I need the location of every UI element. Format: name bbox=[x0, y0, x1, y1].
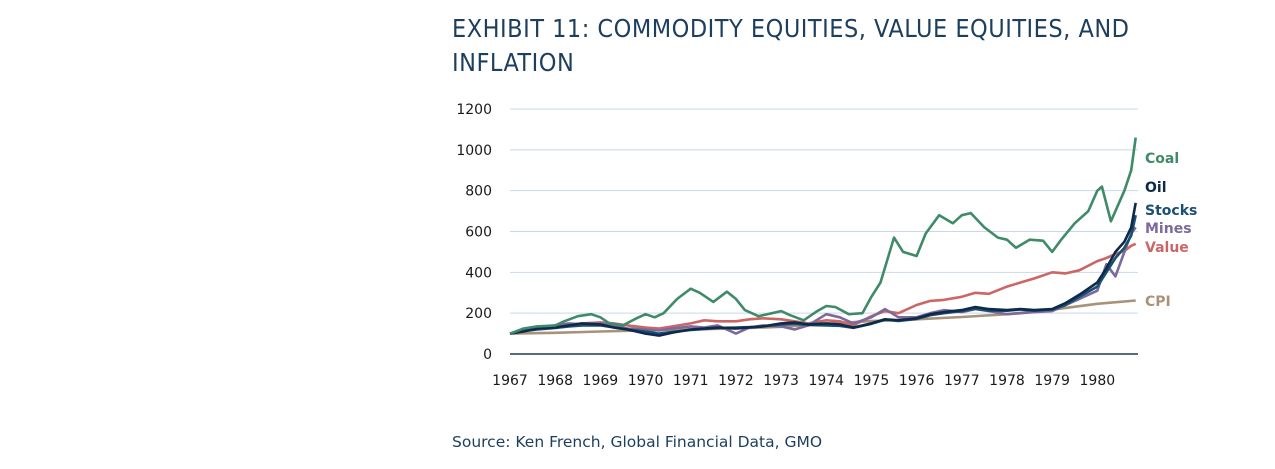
x-tick-label: 1970 bbox=[628, 373, 664, 389]
x-tick-label: 1972 bbox=[718, 373, 754, 389]
y-axis: 0 200 400 600 800 1000 1200 bbox=[456, 102, 492, 363]
x-tick-label: 1976 bbox=[899, 373, 935, 389]
series-line-coal bbox=[509, 137, 1137, 335]
series-line-mines bbox=[509, 226, 1137, 335]
y-tick-label: 0 bbox=[483, 347, 492, 363]
x-tick-label: 1979 bbox=[1034, 373, 1070, 389]
series-lines bbox=[509, 137, 1137, 337]
y-tick-label: 800 bbox=[465, 184, 492, 200]
x-tick-label: 1977 bbox=[944, 373, 980, 389]
series-label-coal: Coal bbox=[1145, 151, 1179, 167]
x-tick-label: 1968 bbox=[537, 373, 573, 389]
series-line-oil bbox=[509, 202, 1137, 337]
chart-title: EXHIBIT 11: COMMODITY EQUITIES, VALUE EQ… bbox=[452, 14, 1130, 77]
x-tick-label: 1980 bbox=[1080, 373, 1116, 389]
series-labels: Coal Oil Stocks Mines Value CPI bbox=[1145, 151, 1197, 310]
gridlines bbox=[510, 108, 1138, 314]
x-tick-label: 1967 bbox=[492, 373, 528, 389]
y-tick-label: 600 bbox=[465, 225, 492, 241]
x-tick-label: 1971 bbox=[673, 373, 709, 389]
x-tick-label: 1974 bbox=[808, 373, 844, 389]
y-tick-label: 1000 bbox=[456, 143, 492, 159]
series-label-mines: Mines bbox=[1145, 221, 1192, 237]
y-tick-label: 200 bbox=[465, 306, 492, 322]
x-tick-label: 1973 bbox=[763, 373, 799, 389]
x-tick-label: 1969 bbox=[583, 373, 619, 389]
series-label-stocks: Stocks bbox=[1145, 203, 1197, 219]
series-label-cpi: CPI bbox=[1145, 294, 1171, 310]
y-tick-label: 400 bbox=[465, 265, 492, 281]
x-tick-label: 1978 bbox=[989, 373, 1025, 389]
x-tick-label: 1975 bbox=[854, 373, 890, 389]
source-note: Source: Ken French, Global Financial Dat… bbox=[452, 433, 823, 451]
series-label-value: Value bbox=[1145, 240, 1189, 256]
x-axis: 1967 1968 1969 1970 1971 1972 1973 1974 1975 1976… bbox=[492, 353, 1138, 389]
series-label-oil: Oil bbox=[1145, 180, 1167, 196]
y-tick-label: 1200 bbox=[456, 102, 492, 118]
